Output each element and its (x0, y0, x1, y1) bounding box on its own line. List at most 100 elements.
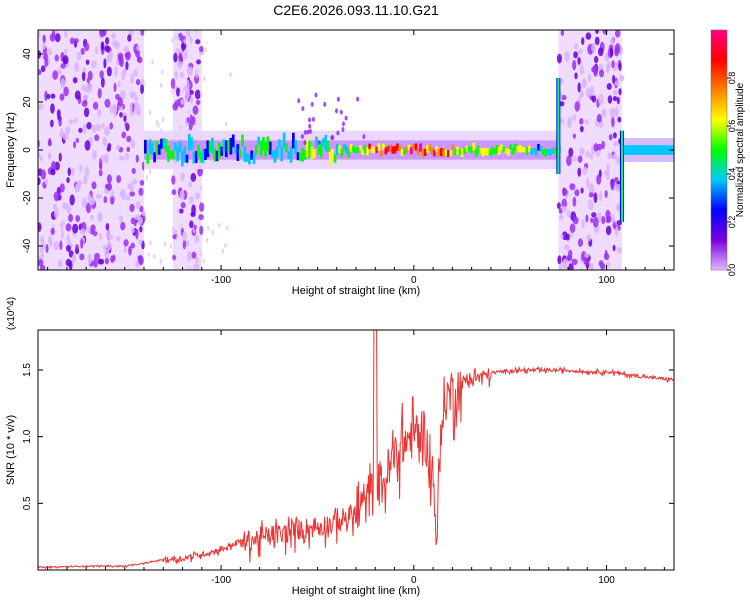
signal-segment (361, 149, 365, 155)
noise-blob (614, 80, 620, 86)
signal-segment (211, 137, 214, 153)
noise-blob (38, 222, 42, 232)
noise-blob (119, 89, 126, 100)
noise-blob (129, 181, 134, 193)
noise-blob (91, 181, 97, 190)
noise-blob (611, 60, 615, 69)
noise-blob (94, 252, 100, 260)
noise-blob (199, 250, 202, 256)
noise-blob (83, 107, 90, 118)
signal-segment (164, 138, 168, 153)
signal-segment (481, 148, 485, 157)
noise-blob (171, 37, 174, 43)
noise-blob (170, 89, 174, 95)
noise-blob (94, 46, 99, 55)
signal-segment (544, 148, 547, 157)
noise-blob (124, 153, 130, 161)
signal-segment (222, 139, 226, 153)
noise-blob (611, 116, 615, 128)
signal-segment (248, 154, 251, 165)
noise-blob (134, 96, 139, 102)
signal-segment (433, 149, 436, 157)
signal-segment (312, 149, 316, 158)
noise-blob (38, 50, 42, 59)
noise-blob (569, 183, 576, 191)
noise-blob (572, 196, 577, 207)
colorbar-tick-label: 0.4 (727, 168, 737, 181)
signal-segment (553, 147, 557, 154)
noise-blob (203, 76, 206, 82)
noise-blob (614, 177, 619, 183)
signal-segment (437, 148, 441, 157)
noise-blob (103, 126, 110, 136)
noise-blob (180, 201, 186, 209)
signal-segment (342, 144, 346, 151)
noise-blob (72, 223, 79, 234)
noise-blob (610, 47, 614, 57)
noise-blob (113, 107, 117, 118)
noise-blob (80, 47, 85, 55)
noise-blob (610, 180, 615, 191)
noise-blob (140, 84, 145, 94)
noise-blob (577, 155, 583, 163)
noise-blob (189, 96, 194, 104)
signal-segment (352, 145, 355, 152)
signal-segment (363, 145, 367, 153)
noise-blob (153, 253, 156, 259)
signal-segment-after (621, 145, 674, 155)
noise-blob (117, 52, 124, 60)
noise-blob (566, 155, 572, 167)
noise-blob (48, 235, 52, 245)
noise-blob (585, 87, 591, 99)
noise-blob (585, 150, 590, 158)
noise-blob (587, 73, 592, 83)
noise-blob (100, 41, 105, 51)
signal-segment (292, 132, 295, 149)
noise-blob (73, 117, 78, 124)
noise-blob (99, 258, 105, 265)
noise-blob (104, 257, 109, 265)
noise-blob (80, 228, 86, 235)
signal-segment (551, 148, 554, 154)
noise-blob (619, 74, 625, 82)
noise-blob (568, 263, 574, 270)
signal-segment (176, 146, 180, 162)
noise-blob (559, 262, 563, 270)
noise-blob (194, 192, 201, 200)
noise-blob (115, 144, 121, 150)
noise-blob (574, 42, 579, 50)
snr-plot-area (38, 330, 674, 570)
noise-blob (180, 98, 185, 105)
noise-blob (229, 72, 232, 78)
signal-segment (426, 145, 429, 153)
noise-blob (195, 69, 199, 75)
signal-segment (331, 149, 335, 160)
signal-segment (162, 138, 166, 149)
noise-blob (563, 244, 570, 251)
noise-blob (188, 265, 191, 270)
noise-blob (177, 36, 180, 42)
noise-blob (186, 66, 193, 77)
signal-segment (322, 138, 325, 147)
noise-blob (104, 183, 110, 190)
noise-blob (577, 82, 581, 93)
noise-blob (599, 69, 605, 78)
signal-segment (190, 137, 193, 151)
noise-blob (193, 263, 200, 270)
noise-blob (99, 70, 104, 79)
signal-segment (444, 149, 448, 156)
noise-blob (595, 30, 599, 34)
noise-blob (65, 126, 71, 135)
signal-segment (303, 149, 307, 160)
signal-segment (167, 145, 170, 162)
noise-blob (594, 36, 600, 46)
noise-blob (560, 233, 564, 240)
noise-blob (39, 235, 45, 244)
signal-segment (527, 145, 531, 152)
noise-blob (560, 118, 565, 124)
signal-segment (183, 146, 187, 163)
signal-segment (345, 145, 348, 154)
noise-blob (588, 183, 595, 195)
noise-blob (40, 65, 46, 73)
